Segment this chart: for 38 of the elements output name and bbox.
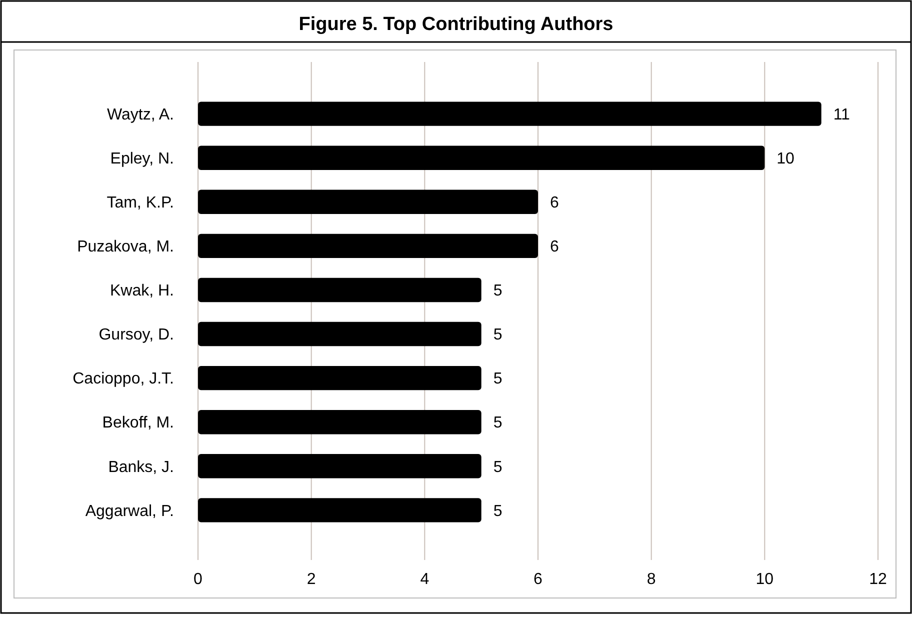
bar xyxy=(198,190,538,214)
x-tick-label: 10 xyxy=(756,571,774,588)
data-label: 10 xyxy=(776,150,795,168)
data-label: 5 xyxy=(493,326,502,344)
y-tick-label: Cacioppo, J.T. xyxy=(72,370,174,388)
bar xyxy=(198,366,482,390)
data-label: 6 xyxy=(550,194,559,212)
bar xyxy=(198,410,482,434)
y-tick-label: Gursoy, D. xyxy=(98,326,174,344)
y-tick-label: Banks, J. xyxy=(108,458,174,476)
data-label: 5 xyxy=(493,458,502,476)
y-tick-label: Tam, K.P. xyxy=(106,194,174,212)
y-tick-label: Aggarwal, P. xyxy=(85,502,174,520)
x-tick-label: 6 xyxy=(534,571,543,588)
bar xyxy=(198,278,482,302)
y-tick-label: Epley, N. xyxy=(110,150,174,168)
bar xyxy=(198,498,482,522)
y-tick-label: Puzakova, M. xyxy=(77,238,174,256)
y-tick-label: Waytz, A. xyxy=(107,106,174,124)
x-tick-label: 8 xyxy=(646,571,656,588)
x-tick-label: 12 xyxy=(869,571,887,588)
bar xyxy=(198,102,822,126)
data-label: 5 xyxy=(493,370,502,388)
data-label: 6 xyxy=(550,238,559,256)
x-tick-label: 4 xyxy=(420,571,430,588)
x-tick-label: 2 xyxy=(306,571,316,588)
data-label: 5 xyxy=(493,282,502,300)
y-tick-label: Kwak, H. xyxy=(110,282,174,300)
data-label: 11 xyxy=(833,106,850,124)
bar xyxy=(198,322,482,346)
data-label: 5 xyxy=(493,502,502,520)
chart-title: Figure 5. Top Contributing Authors xyxy=(298,14,614,35)
y-tick-label: Bekoff, M. xyxy=(102,414,174,432)
bar xyxy=(198,146,765,170)
x-tick-label: 0 xyxy=(194,571,203,588)
bar xyxy=(198,454,482,478)
bar xyxy=(198,234,538,258)
data-label: 5 xyxy=(493,414,502,432)
